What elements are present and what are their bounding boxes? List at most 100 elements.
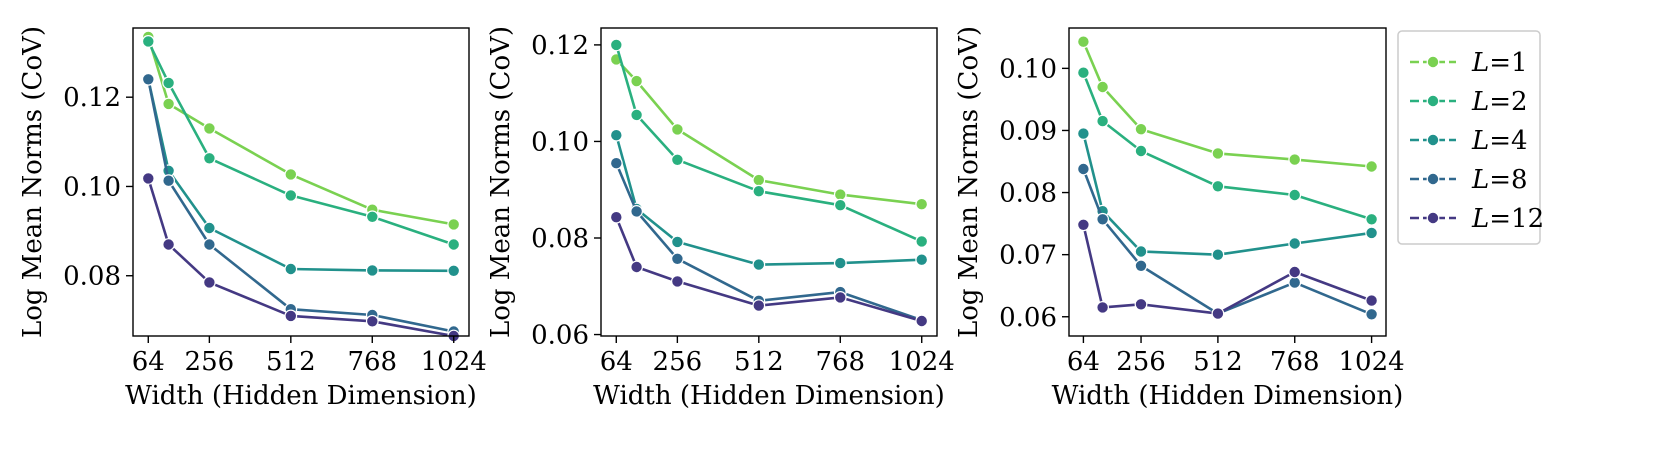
- data-point: [1134, 259, 1148, 273]
- data-point: [1134, 297, 1148, 311]
- data-point: [447, 264, 461, 278]
- data-point: [1288, 265, 1302, 279]
- x-tick-label: 256: [1116, 347, 1166, 377]
- x-axis-label: Width (Hidden Dimension): [1052, 381, 1404, 411]
- y-tick-label: 0.12: [531, 31, 589, 61]
- data-point: [752, 173, 766, 187]
- data-point: [915, 253, 929, 267]
- data-point: [1365, 212, 1378, 226]
- data-point: [671, 122, 684, 136]
- y-tick-label: 0.10: [999, 54, 1057, 84]
- x-tick-label: 64: [600, 347, 633, 377]
- legend-label: L=1: [1471, 48, 1528, 78]
- legend-marker: [1426, 94, 1440, 108]
- series-line-L1: [147, 36, 454, 226]
- y-tick-label: 0.06: [531, 321, 589, 351]
- x-tick-label: 1024: [1339, 347, 1405, 377]
- axes-frame: [1068, 27, 1387, 337]
- data-point: [1211, 146, 1225, 160]
- data-point: [671, 153, 684, 167]
- data-point: [284, 309, 298, 323]
- data-point: [609, 128, 623, 142]
- data-point: [671, 252, 684, 266]
- data-point: [284, 188, 298, 202]
- legend-label: L=4: [1471, 126, 1528, 156]
- chart-panel-3: 64 256 512 768 1024 0.06 0.07 0.08 0.09 0.10 Width…: [954, 26, 1405, 411]
- y-tick-label: 0.08: [999, 179, 1057, 209]
- x-tick-label: 768: [815, 347, 865, 377]
- legend-label: L=8: [1471, 165, 1528, 195]
- series-line-L2: [615, 44, 923, 243]
- data-point: [141, 171, 155, 185]
- x-tick-label: 512: [1193, 347, 1243, 377]
- y-axis-label: Log Mean Norms (CoV): [18, 26, 48, 338]
- series-line-L8: [1082, 168, 1373, 316]
- data-point: [752, 258, 766, 272]
- data-point: [630, 204, 643, 218]
- x-tick-label: 64: [132, 347, 165, 377]
- data-point: [1076, 66, 1090, 80]
- legend-item: L=12: [1410, 204, 1544, 234]
- series-line-L1: [615, 58, 922, 206]
- legend-label: L=2: [1471, 87, 1528, 117]
- data-point: [609, 38, 623, 52]
- series-line-L2: [1082, 72, 1372, 221]
- legend-marker: [1426, 172, 1440, 186]
- data-point: [1365, 307, 1378, 321]
- data-point: [365, 314, 379, 328]
- axes-frame: [132, 27, 470, 337]
- data-point: [1365, 294, 1378, 308]
- data-point: [609, 156, 623, 170]
- data-point: [284, 167, 298, 181]
- data-point: [365, 210, 379, 224]
- data-point: [202, 276, 216, 289]
- legend-item: L=4: [1410, 126, 1528, 156]
- y-tick-label: 0.09: [999, 116, 1057, 146]
- chart-panel-1: 64 256 512 768 1024 0.08 0.10 0.12 Width (Hidden…: [18, 26, 487, 411]
- series-line-L2: [147, 40, 455, 246]
- x-tick-label: 768: [1270, 347, 1320, 377]
- data-point: [1096, 114, 1109, 128]
- data-point: [1096, 212, 1109, 226]
- axes-frame: [600, 27, 938, 337]
- data-point: [1288, 188, 1302, 202]
- data-point: [284, 262, 298, 276]
- data-point: [141, 35, 155, 48]
- legend-item: L=8: [1410, 165, 1528, 195]
- data-point: [609, 210, 623, 224]
- data-point: [671, 275, 684, 288]
- data-point: [1096, 80, 1109, 94]
- chart-panel-2: 64 256 512 768 1024 0.06 0.08 0.10 0.12 Width (Hi…: [486, 26, 955, 411]
- legend-marker: [1426, 211, 1440, 225]
- data-point: [202, 238, 216, 251]
- data-point: [630, 74, 643, 88]
- data-point: [833, 188, 847, 202]
- data-point: [1076, 35, 1090, 49]
- data-point: [1076, 218, 1090, 232]
- data-point: [1365, 160, 1378, 173]
- data-point: [1211, 248, 1225, 262]
- data-point: [1288, 276, 1302, 290]
- data-point: [630, 260, 643, 274]
- x-axis-label: Width (Hidden Dimension): [593, 381, 945, 411]
- data-point: [1288, 237, 1302, 250]
- y-tick-label: 0.08: [63, 262, 121, 292]
- data-point: [1134, 122, 1148, 136]
- data-point: [141, 72, 155, 86]
- data-point: [1211, 307, 1225, 321]
- data-point: [447, 238, 461, 251]
- legend-marker: [1426, 55, 1440, 69]
- series-line-L8: [615, 162, 923, 322]
- data-point: [833, 256, 847, 270]
- legend-items: L=1 L=2 L=4 L=8 L=12: [1410, 48, 1544, 234]
- series-line-L4: [615, 134, 922, 266]
- data-point: [915, 197, 929, 211]
- x-tick-label: 1024: [889, 347, 955, 377]
- series-line-L1: [1082, 41, 1372, 168]
- data-point: [202, 121, 216, 135]
- series-line-L12: [1082, 224, 1373, 315]
- legend: L=1 L=2 L=4 L=8 L=12: [1397, 30, 1544, 245]
- y-tick-label: 0.08: [531, 224, 589, 254]
- data-point: [162, 174, 176, 188]
